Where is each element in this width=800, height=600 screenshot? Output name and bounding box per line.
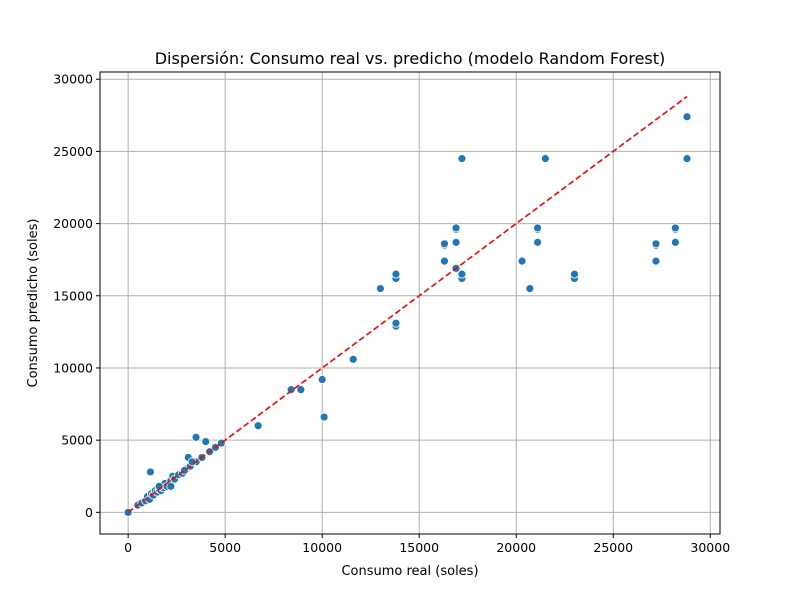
data-point — [457, 269, 467, 279]
x-tick-label: 0 — [124, 540, 132, 555]
data-point — [517, 256, 527, 266]
data-point — [296, 385, 306, 395]
y-tick-label: 0 — [85, 505, 93, 520]
chart-title: Dispersión: Consumo real vs. predicho (m… — [155, 49, 666, 68]
data-point — [525, 284, 535, 293]
reference-line — [127, 95, 688, 513]
x-tick-label: 10000 — [302, 540, 342, 555]
data-point — [451, 237, 461, 247]
data-point — [319, 412, 329, 422]
data-point — [391, 269, 401, 279]
data-point — [570, 269, 579, 279]
data-point — [682, 154, 692, 164]
x-tick-label: 15000 — [399, 540, 439, 555]
data-point — [540, 154, 550, 164]
grid — [100, 72, 720, 534]
x-tick-label: 5000 — [209, 540, 241, 555]
y-axis-label: Consumo predicho (soles) — [26, 219, 41, 388]
data-point — [146, 467, 155, 477]
data-point — [682, 112, 692, 122]
x-tick-label: 20000 — [496, 540, 536, 555]
data-point — [440, 256, 449, 266]
data-point — [440, 239, 449, 249]
ticks: 0 5000 10000 15000 20000 25000 30000 0 5000 10000… — [53, 72, 730, 555]
data-point — [533, 237, 542, 247]
plot-frame — [99, 71, 721, 535]
x-axis-label: Consumo real (soles) — [341, 564, 478, 579]
data-point — [651, 239, 661, 249]
data-point — [533, 223, 542, 233]
data-point — [317, 375, 327, 384]
data-point — [457, 154, 467, 164]
data-point — [201, 437, 211, 447]
y-tick-label: 30000 — [53, 72, 93, 87]
data-point — [670, 237, 680, 247]
y-tick-label: 25000 — [53, 144, 93, 159]
reference-line-layer — [127, 95, 688, 513]
data-point — [391, 318, 401, 328]
y-tick-label: 10000 — [53, 360, 93, 375]
x-tick-label: 30000 — [690, 540, 730, 555]
data-point — [253, 421, 263, 431]
data-point — [451, 223, 461, 233]
data-point — [166, 481, 176, 491]
data-point — [376, 284, 385, 293]
y-tick-label: 20000 — [53, 216, 93, 231]
data-point — [348, 354, 358, 364]
y-tick-label: 5000 — [61, 433, 93, 448]
x-tick-label: 25000 — [593, 540, 633, 555]
data-point — [670, 223, 680, 233]
data-point — [191, 432, 201, 442]
points — [123, 112, 692, 517]
y-tick-label: 15000 — [53, 288, 93, 303]
data-point — [651, 256, 661, 266]
